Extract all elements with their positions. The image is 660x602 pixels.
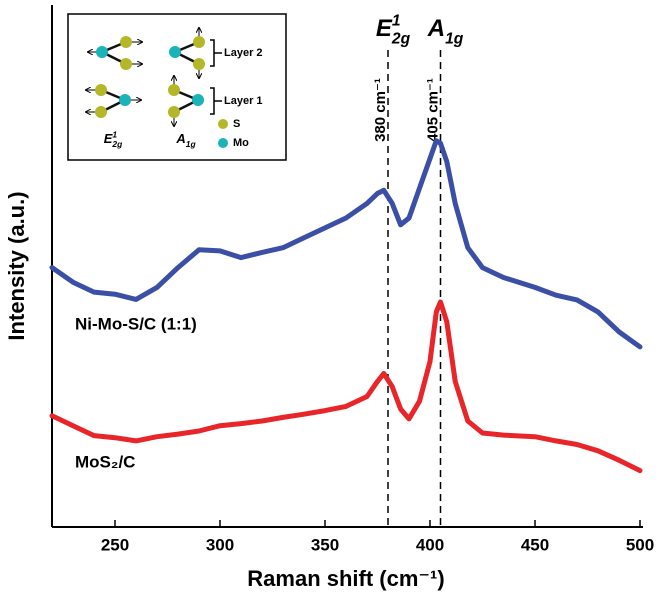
inset-mode-label: A1g	[175, 131, 196, 149]
peak-position: 380 cm⁻¹	[372, 78, 389, 142]
peak-label-sub: 1g	[445, 31, 464, 48]
x-tick-label: 250	[101, 535, 129, 554]
inset-mode-label-sub: 2g	[111, 139, 123, 149]
inset-mode-label-base: A	[175, 131, 185, 146]
x-tick-label: 350	[311, 535, 339, 554]
inset-layer-label: Layer 1	[224, 95, 263, 107]
series-label: MoS₂/C	[75, 452, 135, 471]
peak-label: A1g	[427, 15, 464, 47]
peak-label-base: A	[427, 15, 445, 42]
x-tick-label: 450	[521, 535, 549, 554]
inset-mode-label-base: E	[104, 131, 113, 146]
inset-brackets	[210, 39, 222, 115]
inset-atoms	[95, 36, 228, 148]
peak-label-sub: 2g	[391, 31, 411, 48]
inset-atom-label: Mo	[233, 137, 249, 149]
series-line	[49, 299, 643, 474]
inset-layer-label: Layer 2	[224, 47, 263, 59]
inset: Layer 2 Layer 1 S Mo	[67, 13, 287, 161]
x-tick-label: 300	[206, 535, 234, 554]
y-axis-title: Intensity (a.u.)	[4, 191, 29, 340]
x-axis-title: Raman shift (cm⁻¹)	[247, 566, 444, 591]
peak-position: 405 cm⁻¹	[424, 78, 441, 142]
inset-mode-label: E1 2g	[104, 130, 123, 150]
peak-label: E1 2g	[376, 13, 411, 48]
inset-mode-label-sup: 1	[112, 130, 117, 140]
series-label: Ni-Mo-S/C (1:1)	[75, 314, 197, 333]
peak-label-sup: 1	[392, 13, 401, 30]
peak-label-base: E	[376, 15, 393, 42]
inset-mode-label-sub: 1g	[186, 139, 197, 149]
inset-atom-label: S	[233, 118, 240, 130]
x-tick-label: 500	[626, 535, 654, 554]
series-line	[49, 138, 643, 350]
x-tick-label: 400	[416, 535, 444, 554]
